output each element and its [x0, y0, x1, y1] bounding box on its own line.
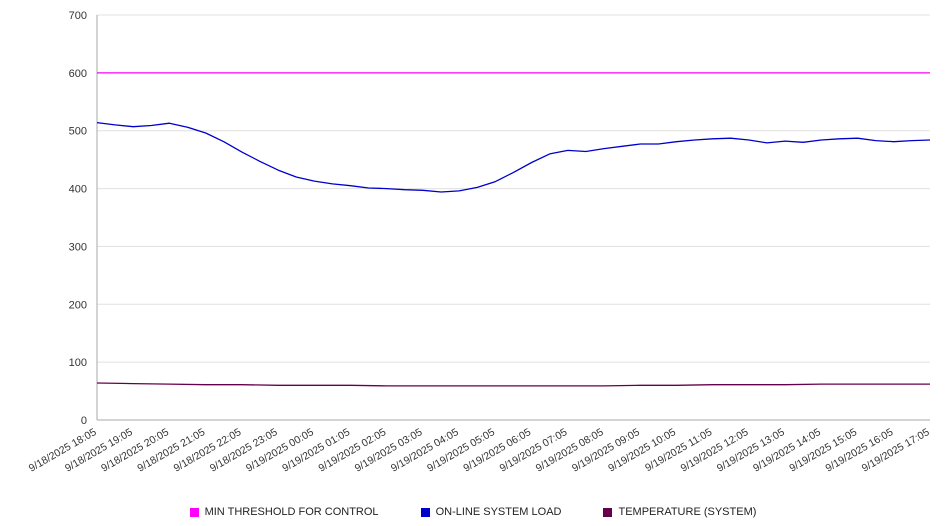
series-line — [96, 382, 930, 387]
legend-label: ON-LINE SYSTEM LOAD — [435, 506, 562, 518]
y-tick-label: 600 — [69, 68, 87, 80]
legend-label: TEMPERATURE (SYSTEM) — [618, 506, 757, 518]
legend-swatch-icon — [420, 507, 430, 517]
y-tick-label: 300 — [69, 241, 87, 253]
chart-legend: MIN THRESHOLD FOR CONTROL ON-LINE SYSTEM … — [0, 506, 946, 518]
legend-item: ON-LINE SYSTEM LOAD — [420, 506, 562, 518]
y-tick-label: 200 — [69, 299, 87, 311]
legend-swatch-icon — [603, 507, 613, 517]
y-tick-label: 100 — [69, 357, 87, 369]
legend-item: MIN THRESHOLD FOR CONTROL — [189, 506, 379, 518]
legend-swatch-icon — [189, 507, 199, 517]
legend-item: TEMPERATURE (SYSTEM) — [603, 506, 756, 518]
y-tick-label: 700 — [69, 10, 87, 22]
y-tick-label: 0 — [81, 415, 87, 427]
legend-label: MIN THRESHOLD FOR CONTROL — [204, 506, 379, 518]
y-tick-label: 500 — [69, 126, 87, 138]
series-line — [96, 121, 931, 193]
y-tick-label: 400 — [69, 184, 87, 196]
